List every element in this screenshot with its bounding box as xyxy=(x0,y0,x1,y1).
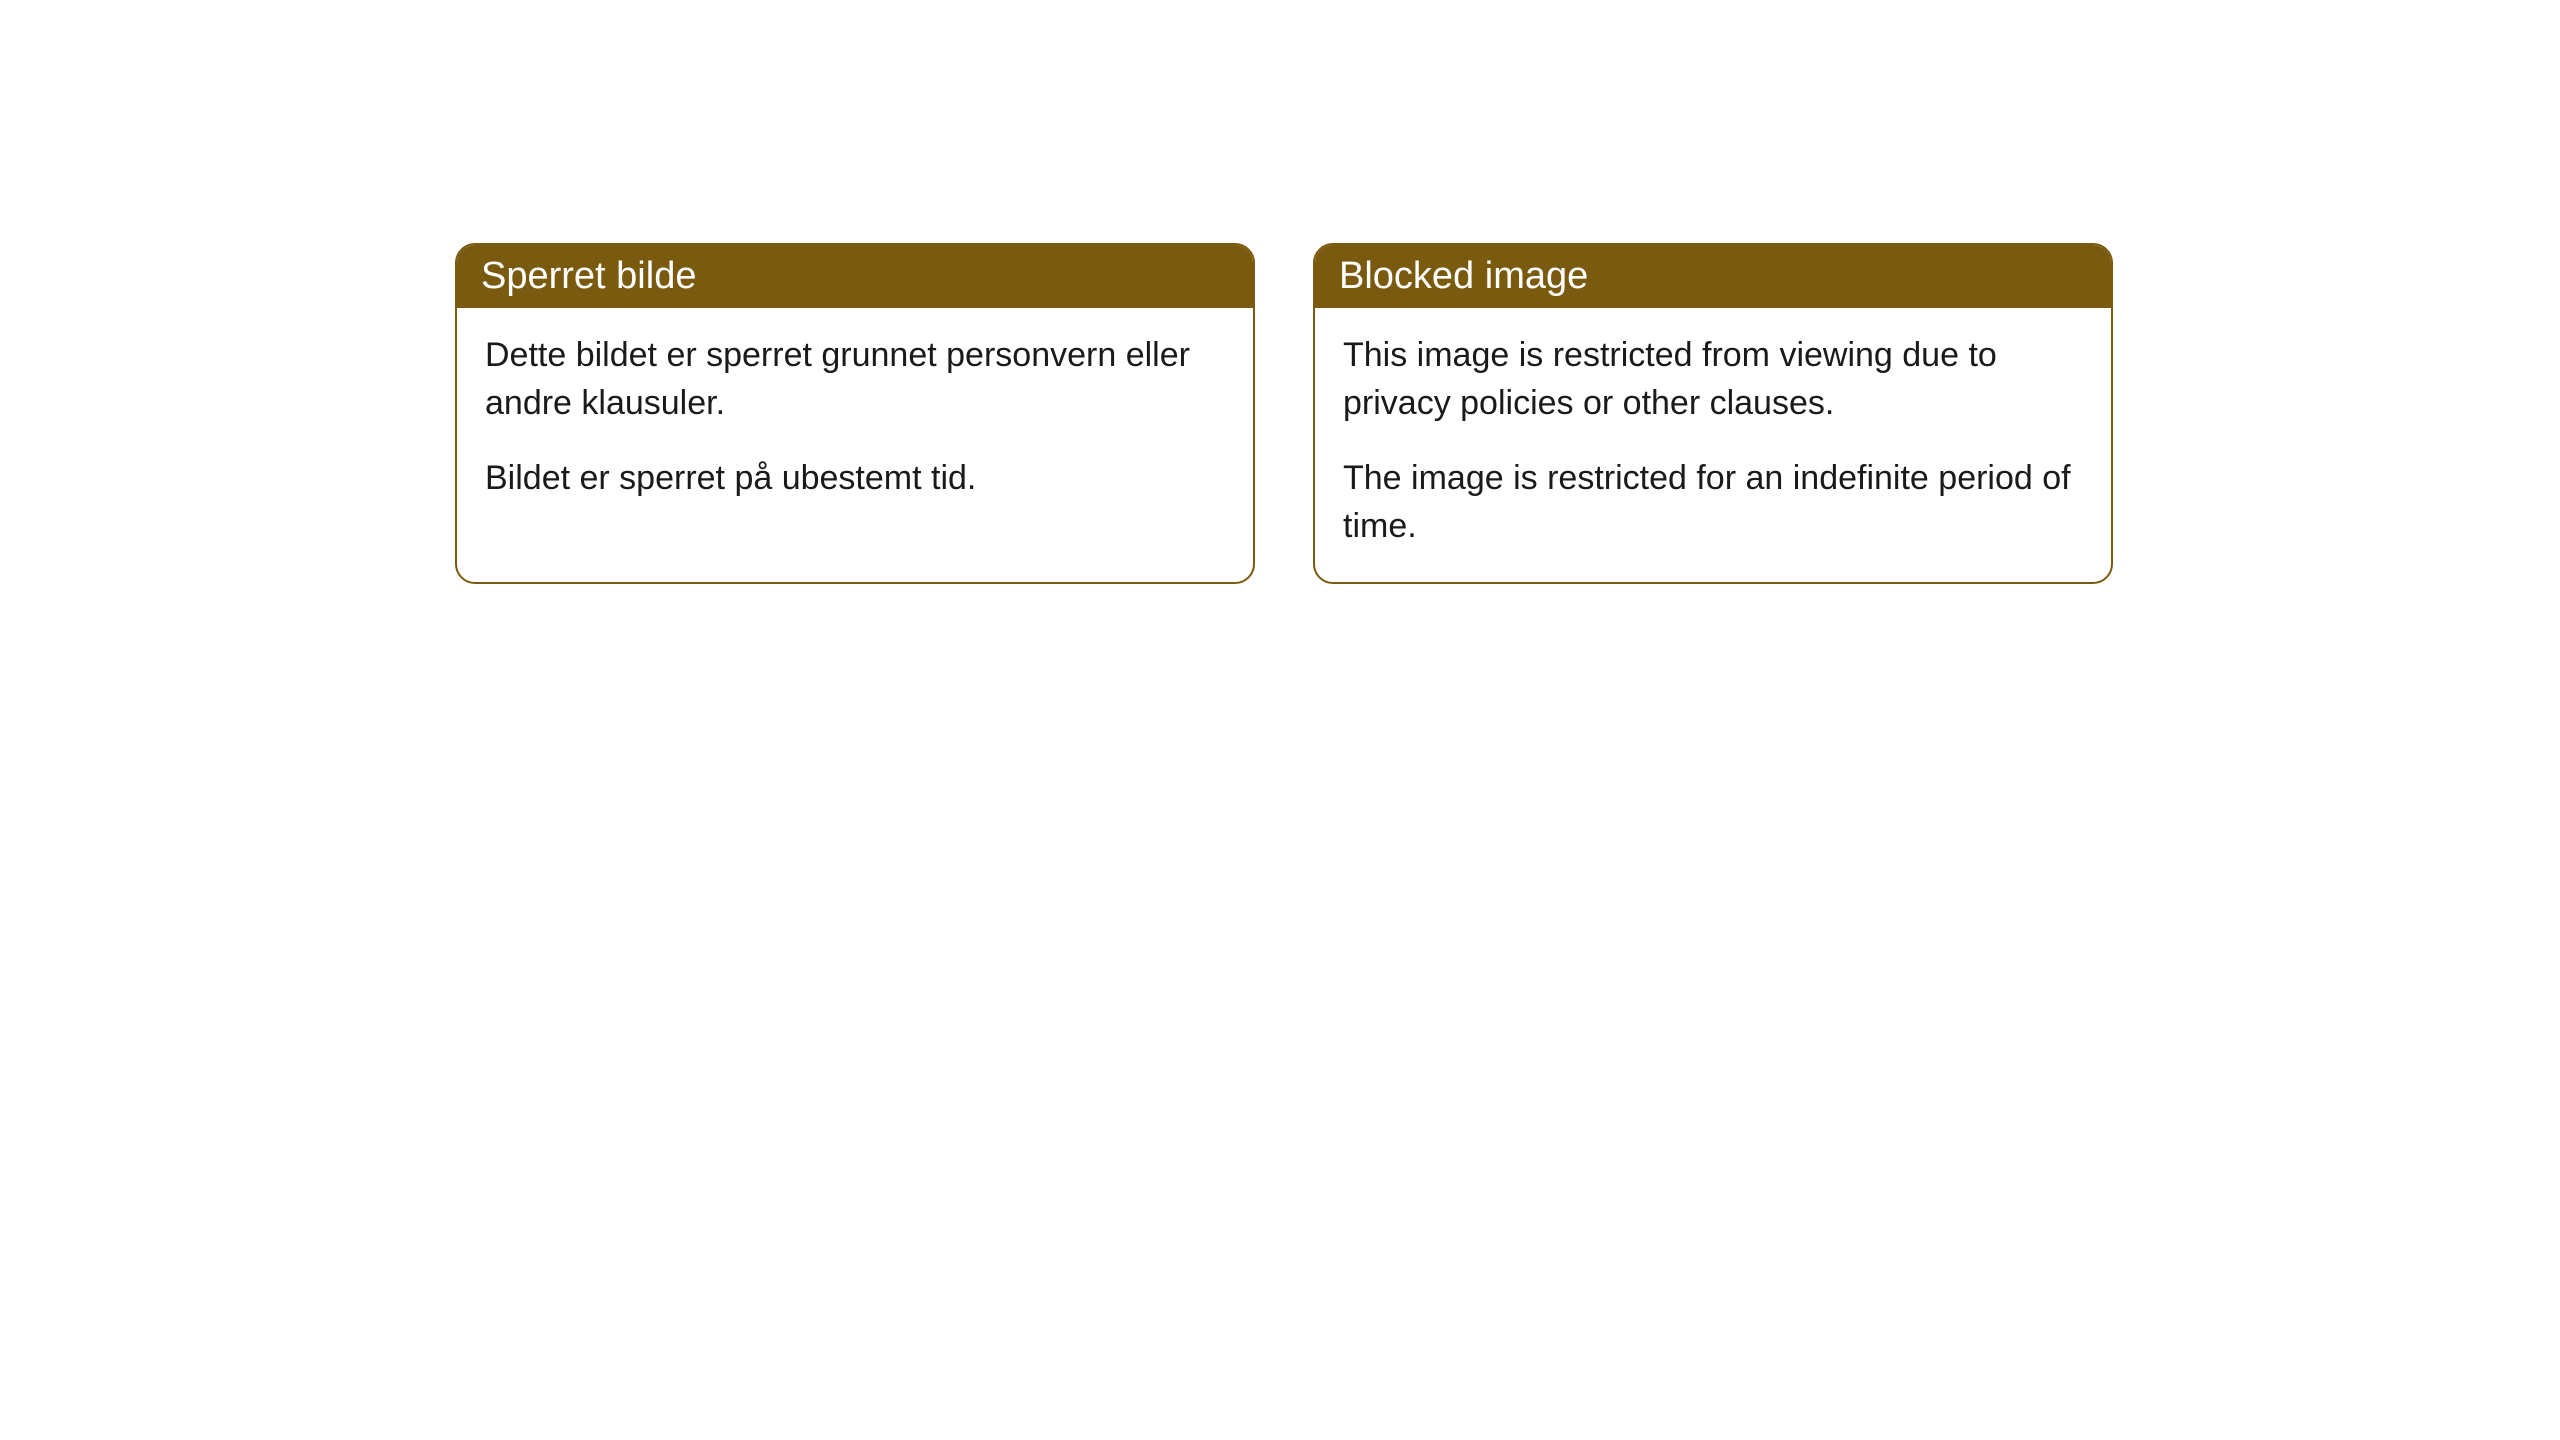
card-body-english: This image is restricted from viewing du… xyxy=(1315,308,2111,582)
card-paragraph: Dette bildet er sperret grunnet personve… xyxy=(485,332,1225,427)
card-paragraph: The image is restricted for an indefinit… xyxy=(1343,455,2083,550)
card-header-norwegian: Sperret bilde xyxy=(457,245,1253,308)
card-title: Sperret bilde xyxy=(481,255,696,297)
card-header-english: Blocked image xyxy=(1315,245,2111,308)
notice-card-norwegian: Sperret bilde Dette bildet er sperret gr… xyxy=(455,243,1255,584)
card-paragraph: This image is restricted from viewing du… xyxy=(1343,332,2083,427)
notice-container: Sperret bilde Dette bildet er sperret gr… xyxy=(0,0,2560,584)
card-body-norwegian: Dette bildet er sperret grunnet personve… xyxy=(457,308,1253,535)
card-paragraph: Bildet er sperret på ubestemt tid. xyxy=(485,455,1225,503)
notice-card-english: Blocked image This image is restricted f… xyxy=(1313,243,2113,584)
card-title: Blocked image xyxy=(1339,255,1588,297)
